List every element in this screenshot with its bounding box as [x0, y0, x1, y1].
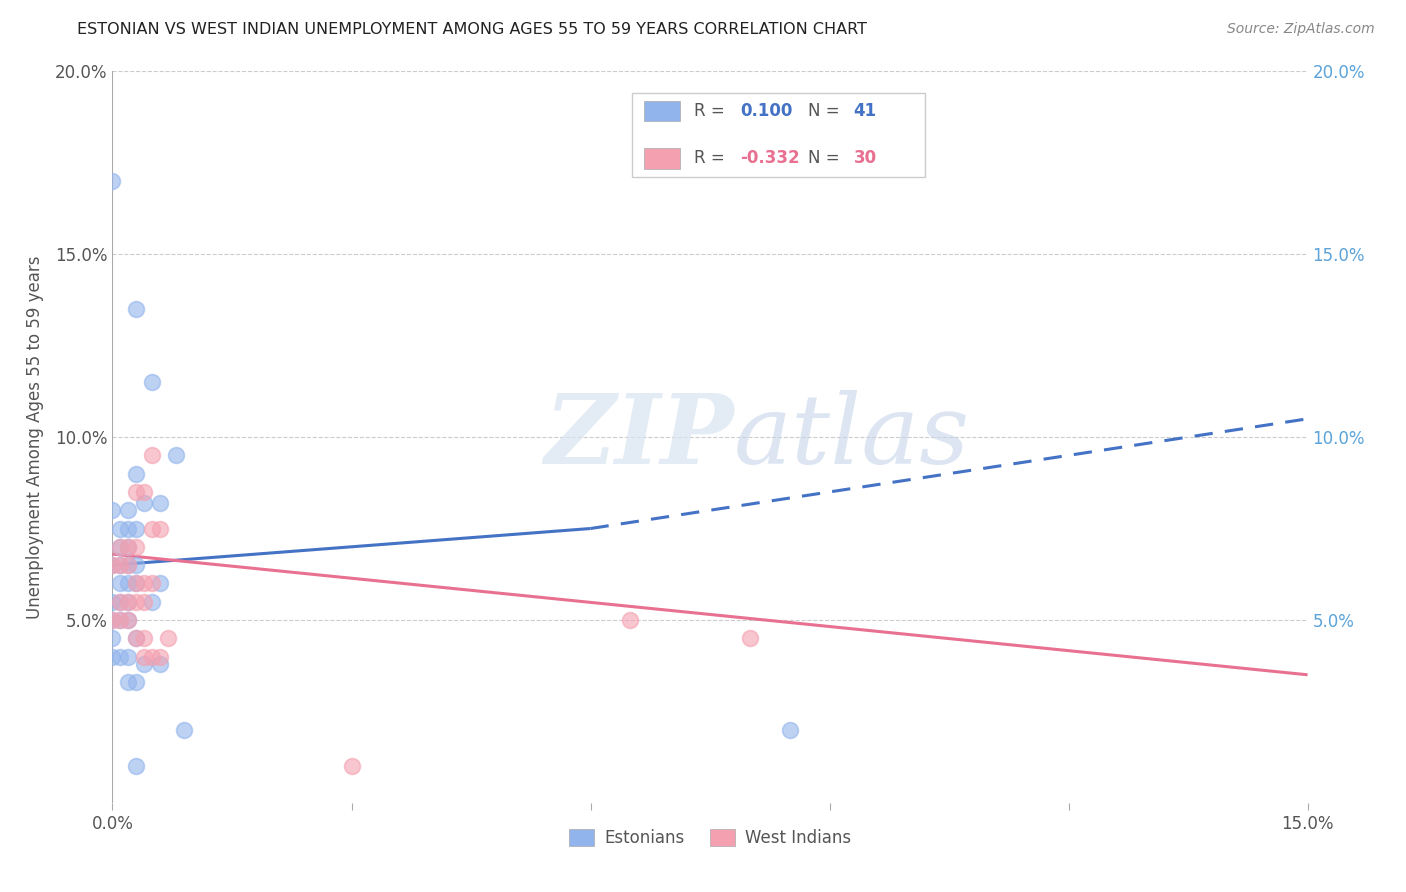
Point	[101, 503, 124, 517]
Point	[165, 448, 187, 462]
Text: R =: R =	[695, 102, 731, 120]
Point	[125, 632, 148, 646]
Point	[340, 759, 363, 773]
Point	[738, 632, 761, 646]
Text: -0.332: -0.332	[740, 149, 800, 168]
Point	[117, 613, 139, 627]
Point	[117, 521, 139, 535]
Point	[125, 759, 148, 773]
Point	[141, 375, 163, 389]
Point	[125, 301, 148, 317]
Point	[110, 558, 132, 573]
FancyBboxPatch shape	[644, 101, 681, 121]
Point	[117, 649, 139, 664]
Point	[141, 521, 163, 535]
Point	[110, 576, 132, 591]
Text: 30: 30	[853, 149, 876, 168]
Point	[101, 632, 124, 646]
Point	[141, 448, 163, 462]
Point	[125, 540, 148, 554]
Point	[125, 576, 148, 591]
FancyBboxPatch shape	[633, 94, 925, 178]
Text: 0.100: 0.100	[740, 102, 793, 120]
Point	[117, 540, 139, 554]
Point	[779, 723, 801, 737]
Text: 41: 41	[853, 102, 876, 120]
Text: atlas: atlas	[734, 390, 970, 484]
FancyBboxPatch shape	[644, 148, 681, 169]
Y-axis label: Unemployment Among Ages 55 to 59 years: Unemployment Among Ages 55 to 59 years	[25, 255, 44, 619]
Point	[134, 485, 156, 500]
Point	[149, 576, 172, 591]
Point	[101, 613, 124, 627]
Legend: Estonians, West Indians: Estonians, West Indians	[555, 815, 865, 860]
Point	[141, 594, 163, 608]
Point	[134, 576, 156, 591]
Point	[134, 657, 156, 671]
Point	[125, 632, 148, 646]
Point	[134, 649, 156, 664]
Point	[110, 540, 132, 554]
Point	[117, 594, 139, 608]
Point	[117, 558, 139, 573]
Point	[141, 649, 163, 664]
Point	[110, 649, 132, 664]
Point	[125, 467, 148, 481]
Point	[101, 558, 124, 573]
Point	[110, 613, 132, 627]
Point	[110, 613, 132, 627]
Point	[125, 675, 148, 690]
Point	[125, 521, 148, 535]
Text: R =: R =	[695, 149, 731, 168]
Point	[125, 576, 148, 591]
Point	[110, 521, 132, 535]
Point	[101, 649, 124, 664]
Text: N =: N =	[808, 149, 845, 168]
Point	[125, 594, 148, 608]
Point	[125, 485, 148, 500]
Point	[157, 632, 180, 646]
Point	[134, 594, 156, 608]
Point	[117, 675, 139, 690]
Point	[117, 540, 139, 554]
Point	[110, 558, 132, 573]
Point	[149, 496, 172, 510]
Point	[101, 613, 124, 627]
Point	[101, 174, 124, 188]
Text: ESTONIAN VS WEST INDIAN UNEMPLOYMENT AMONG AGES 55 TO 59 YEARS CORRELATION CHART: ESTONIAN VS WEST INDIAN UNEMPLOYMENT AMO…	[77, 22, 868, 37]
Point	[149, 657, 172, 671]
Point	[117, 503, 139, 517]
Point	[141, 576, 163, 591]
Point	[134, 496, 156, 510]
Point	[117, 613, 139, 627]
Point	[117, 558, 139, 573]
Point	[619, 613, 641, 627]
Point	[149, 649, 172, 664]
Point	[110, 594, 132, 608]
Point	[134, 632, 156, 646]
Text: Source: ZipAtlas.com: Source: ZipAtlas.com	[1227, 22, 1375, 37]
Point	[110, 594, 132, 608]
Point	[117, 594, 139, 608]
Point	[173, 723, 195, 737]
Text: N =: N =	[808, 102, 845, 120]
Point	[101, 594, 124, 608]
Text: ZIP: ZIP	[544, 390, 734, 484]
Point	[101, 558, 124, 573]
Point	[117, 576, 139, 591]
Point	[110, 540, 132, 554]
Point	[125, 558, 148, 573]
Point	[149, 521, 172, 535]
